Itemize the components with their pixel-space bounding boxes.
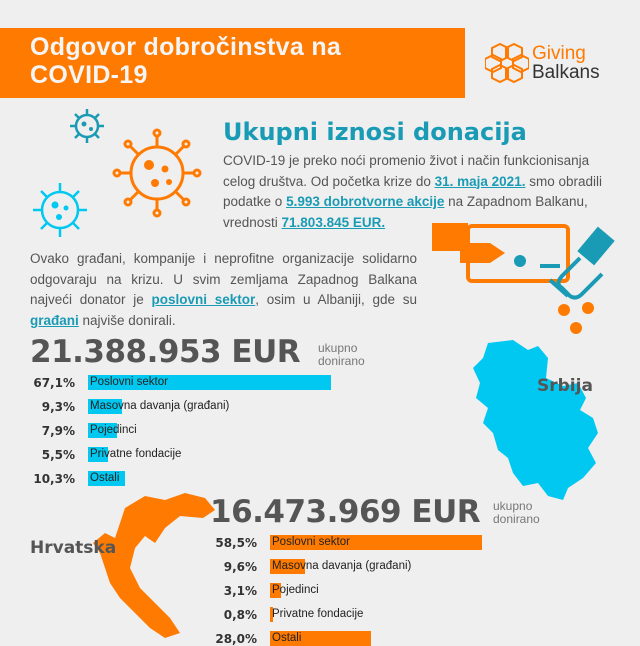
bar-value-label: 58,5%: [215, 536, 257, 550]
bar: [88, 399, 122, 414]
bar-value-label: 0,8%: [223, 608, 257, 622]
title-line-1: Odgovor dobročinstva na: [30, 33, 342, 61]
bar: [270, 535, 482, 550]
donors-paragraph: Ovako građani, kompanije i neprofitne or…: [30, 249, 417, 331]
bar-category-label: Pojedinci: [90, 424, 137, 436]
title-line-2: COVID-19: [30, 61, 148, 89]
logo-balkans: Balkans: [532, 62, 600, 83]
virus-icon: [112, 128, 202, 218]
bar-value-label: 5,5%: [41, 448, 75, 462]
bar-category-label: Poslovni sektor: [90, 376, 168, 388]
caption: ukupno: [318, 341, 358, 355]
bar: [88, 375, 331, 390]
text: Ovako građani, kompanije i neprofitne or…: [30, 251, 417, 307]
bar-category-label: Poslovni sektor: [272, 536, 350, 548]
intro-paragraph: COVID-19 je preko noći promenio život i …: [223, 151, 618, 233]
country-label-croatia: Hrvatska: [30, 538, 117, 558]
logo-giving: Giving: [532, 43, 586, 64]
bar: [270, 559, 305, 574]
serbia-total-caption: ukupno donirano: [318, 342, 365, 368]
text: COVID-19 je preko noći promenio život i …: [223, 153, 590, 189]
highlight-date: 31. maja 2021.: [434, 173, 526, 189]
bar-category-label: Ostali: [90, 472, 120, 484]
bar-value-label: 7,9%: [41, 424, 75, 438]
header-banner: [0, 28, 465, 98]
bar-value-label: 9,3%: [41, 400, 75, 414]
country-label-serbia: Srbija: [537, 376, 593, 396]
bar-category-label: Privatne fondacije: [90, 448, 182, 460]
bar-value-label: 28,0%: [215, 632, 257, 646]
serbia-map: [473, 340, 598, 500]
highlight-actions: 5.993 dobrotvorne akcije: [286, 194, 445, 209]
bar-category-label: Masovna davanja (građani): [90, 400, 230, 412]
donation-card-hand-icon: [432, 223, 615, 300]
caption: ukupno: [493, 499, 533, 513]
caption: donirano: [493, 512, 540, 526]
page-title: Odgovor dobročinstva na COVID-19: [30, 33, 341, 89]
bar-value-label: 3,1%: [223, 584, 257, 598]
text: na Zapadnom Balkanu, vrednosti: [223, 194, 588, 230]
croatia-total: 16.473.969 EUR: [210, 494, 481, 530]
virus-icon: [33, 183, 87, 237]
serbia-total: 21.388.953 EUR: [30, 334, 301, 370]
bar: [88, 423, 117, 438]
giving-balkans-logo-icon: [485, 42, 529, 84]
coins-icon: [558, 302, 594, 334]
croatia-map: [93, 493, 215, 638]
highlight-citizens: građani: [30, 312, 79, 328]
virus-icon: [70, 109, 104, 143]
croatia-total-caption: ukupno donirano: [493, 500, 540, 526]
bar-value-label: 9,6%: [223, 560, 257, 574]
bar: [88, 471, 126, 486]
bar: [270, 607, 273, 622]
text: smo obradili podatke o: [223, 173, 602, 210]
bar: [270, 583, 282, 598]
bar: [88, 447, 108, 462]
bar-category-label: Privatne fondacije: [272, 608, 364, 620]
bar-category-label: Pojedinci: [272, 584, 319, 596]
text: , osim u Albaniji, gde su: [255, 292, 417, 307]
bar-value-label: 10,3%: [33, 472, 75, 486]
bar-category-label: Ostali: [272, 632, 302, 644]
caption: donirano: [318, 354, 365, 368]
highlight-total: 71.803.845 EUR.: [281, 214, 386, 230]
text: najviše donirali.: [78, 312, 176, 328]
logo-text: Giving Balkans: [532, 44, 600, 82]
highlight-business: poslovni sektor: [151, 292, 256, 307]
bar-value-label: 67,1%: [33, 376, 75, 390]
bar-category-label: Masovna davanja (građani): [272, 560, 412, 572]
section-title: Ukupni iznosi donacija: [223, 118, 527, 146]
